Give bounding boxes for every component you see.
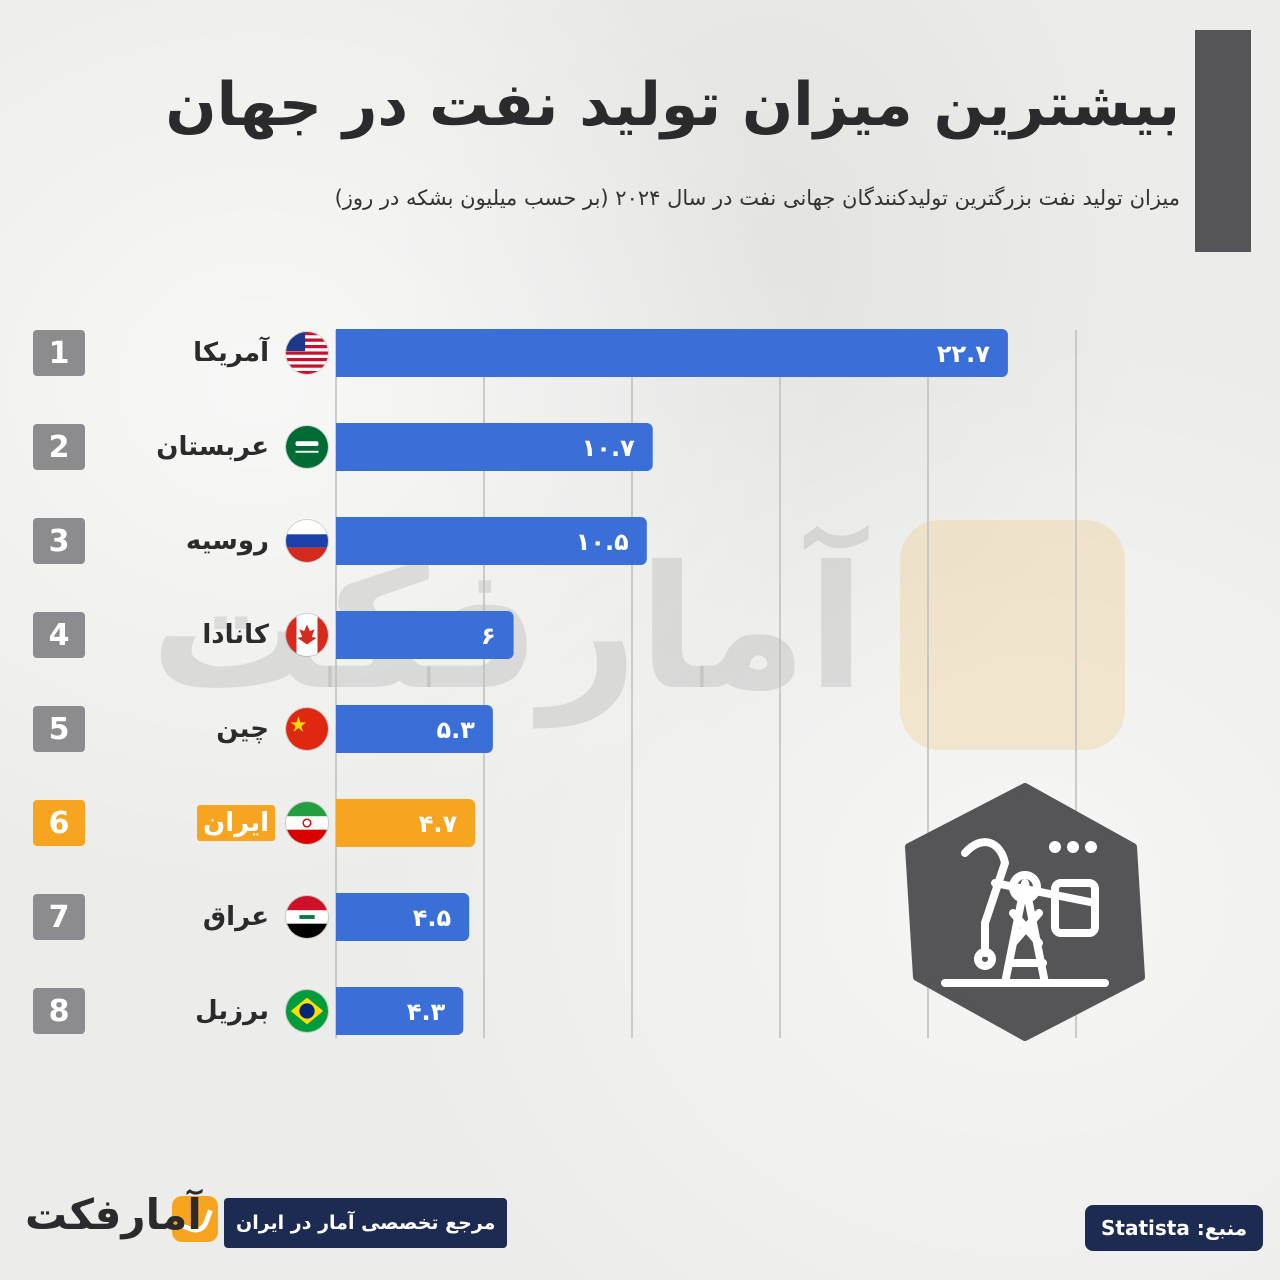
country-label: ایران bbox=[197, 805, 275, 841]
china-flag-icon bbox=[285, 707, 329, 751]
bar bbox=[336, 987, 464, 1035]
saudi-flag-icon bbox=[285, 425, 329, 469]
rank-badge: 4 bbox=[33, 612, 85, 658]
country-label: برزیل bbox=[195, 996, 269, 1026]
page-subtitle: میزان تولید نفت بزرگترین تولیدکنندگان جه… bbox=[334, 186, 1180, 210]
iraq-flag-icon bbox=[285, 895, 329, 939]
brand-logo-icon bbox=[172, 1196, 218, 1242]
tagline-label: مرجع تخصصی آمار در ایران bbox=[224, 1198, 508, 1248]
source-label: منبع: Statista bbox=[1085, 1205, 1264, 1251]
country-label: کانادا bbox=[202, 620, 269, 650]
us-flag-icon bbox=[285, 331, 329, 375]
bar-edge bbox=[336, 893, 346, 941]
canada-flag-icon bbox=[285, 613, 329, 657]
bar bbox=[336, 423, 653, 471]
bar-value-label: ۱۰.۵ bbox=[576, 528, 629, 556]
rank-badge: 8 bbox=[33, 988, 85, 1034]
bar-edge bbox=[336, 987, 346, 1035]
rank-badge: 6 bbox=[33, 800, 85, 846]
bar-value-label: ۲۲.۷ bbox=[937, 340, 990, 368]
bar-value-label: ۴.۵ bbox=[413, 904, 451, 932]
country-label: عراق bbox=[202, 902, 269, 932]
bar-edge bbox=[336, 705, 346, 753]
country-label: چین bbox=[216, 714, 269, 744]
rank-badge: 7 bbox=[33, 894, 85, 940]
bar-edge bbox=[336, 611, 346, 659]
country-label: عربستان bbox=[156, 432, 269, 462]
bar-value-label: ۴.۷ bbox=[419, 810, 458, 838]
rank-badge: 5 bbox=[33, 706, 85, 752]
oil-pump-icon bbox=[905, 783, 1145, 1041]
bar bbox=[336, 705, 493, 753]
brand-logo-text: آمارفکت bbox=[25, 1190, 202, 1239]
rank-badge: 2 bbox=[33, 424, 85, 470]
bar-value-label: ۵.۳ bbox=[436, 716, 475, 744]
country-label: روسیه bbox=[185, 526, 269, 556]
rank-badge: 3 bbox=[33, 518, 85, 564]
bar-value-label: ۱۰.۷ bbox=[582, 434, 635, 462]
bar-edge bbox=[336, 799, 346, 847]
page-title: بیشترین میزان تولید نفت در جهان bbox=[165, 70, 1180, 140]
bar-value-label: ۴.۳ bbox=[407, 998, 446, 1026]
bar-value-label: ۶ bbox=[481, 622, 496, 650]
bar bbox=[336, 329, 1008, 377]
bar bbox=[336, 611, 514, 659]
bar bbox=[336, 517, 647, 565]
russia-flag-icon bbox=[285, 519, 329, 563]
bar bbox=[336, 893, 470, 941]
bar-edge bbox=[336, 423, 346, 471]
country-label: آمریکا bbox=[193, 338, 269, 368]
title-accent-bar bbox=[1195, 30, 1251, 252]
brazil-flag-icon bbox=[285, 989, 329, 1033]
iran-flag-icon bbox=[285, 801, 329, 845]
bar bbox=[336, 799, 476, 847]
bar-edge bbox=[336, 329, 346, 377]
rank-badge: 1 bbox=[33, 330, 85, 376]
bar-edge bbox=[336, 517, 346, 565]
